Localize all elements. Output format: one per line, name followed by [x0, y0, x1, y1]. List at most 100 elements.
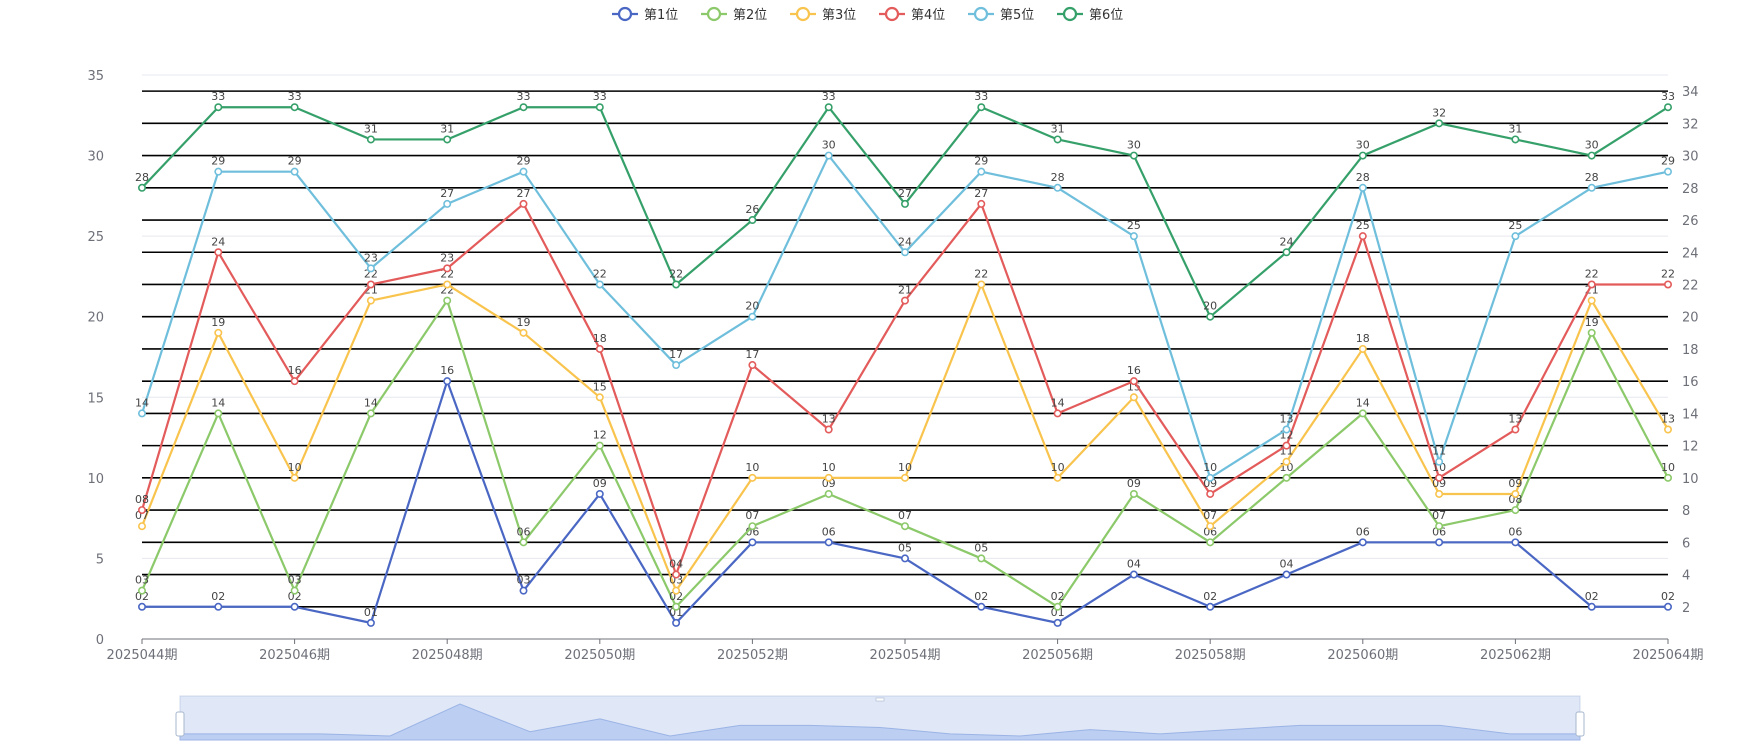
data-point[interactable]	[1206, 489, 1215, 498]
data-point[interactable]	[1206, 602, 1215, 611]
data-point[interactable]	[214, 167, 223, 176]
data-point[interactable]	[824, 425, 833, 434]
data-point[interactable]	[1664, 425, 1673, 434]
data-point[interactable]	[214, 103, 223, 112]
data-point[interactable]	[824, 473, 833, 482]
data-point[interactable]	[1053, 135, 1062, 144]
data-point[interactable]	[748, 522, 757, 531]
data-point[interactable]	[1282, 425, 1291, 434]
data-point[interactable]	[1282, 441, 1291, 450]
data-point[interactable]	[1053, 409, 1062, 418]
legend-item-label[interactable]: 第2位	[733, 8, 767, 23]
data-point[interactable]	[1511, 506, 1520, 515]
data-point[interactable]	[519, 586, 528, 595]
legend-item-label[interactable]: 第4位	[911, 8, 945, 23]
data-point[interactable]	[595, 280, 604, 289]
data-point[interactable]	[1129, 151, 1138, 160]
data-point[interactable]	[214, 248, 223, 257]
data-point[interactable]	[519, 328, 528, 337]
data-point[interactable]	[824, 489, 833, 498]
data-point[interactable]	[1435, 489, 1444, 498]
data-point[interactable]	[672, 361, 681, 370]
data-point[interactable]	[672, 602, 681, 611]
data-point[interactable]	[824, 103, 833, 112]
data-point[interactable]	[1511, 425, 1520, 434]
data-point[interactable]	[366, 409, 375, 418]
data-point[interactable]	[1358, 183, 1367, 192]
data-point[interactable]	[1358, 151, 1367, 160]
data-point[interactable]	[138, 183, 147, 192]
data-point[interactable]	[977, 602, 986, 611]
data-point[interactable]	[138, 522, 147, 531]
data-point[interactable]	[1664, 602, 1673, 611]
data-point[interactable]	[443, 135, 452, 144]
data-point[interactable]	[290, 377, 299, 386]
data-point[interactable]	[977, 280, 986, 289]
data-point[interactable]	[977, 103, 986, 112]
data-point[interactable]	[977, 554, 986, 563]
data-point[interactable]	[900, 296, 909, 305]
data-point[interactable]	[1206, 522, 1215, 531]
data-point[interactable]	[1129, 232, 1138, 241]
data-point[interactable]	[366, 135, 375, 144]
data-point[interactable]	[1511, 135, 1520, 144]
data-point[interactable]	[519, 167, 528, 176]
data-point[interactable]	[977, 167, 986, 176]
data-point[interactable]	[900, 554, 909, 563]
data-point[interactable]	[595, 489, 604, 498]
data-point[interactable]	[672, 618, 681, 627]
data-point[interactable]	[1358, 232, 1367, 241]
datazoom-handle-right[interactable]	[1575, 711, 1585, 737]
data-point[interactable]	[1664, 280, 1673, 289]
data-point[interactable]	[1435, 473, 1444, 482]
data-point[interactable]	[900, 248, 909, 257]
datazoom-selection[interactable]	[180, 696, 1580, 740]
data-point[interactable]	[1282, 570, 1291, 579]
data-point[interactable]	[1664, 473, 1673, 482]
data-point[interactable]	[1587, 183, 1596, 192]
data-point[interactable]	[138, 586, 147, 595]
data-point[interactable]	[290, 167, 299, 176]
data-point[interactable]	[1129, 393, 1138, 402]
data-point[interactable]	[290, 473, 299, 482]
legend-item-label[interactable]: 第1位	[644, 8, 678, 23]
data-point[interactable]	[1129, 377, 1138, 386]
data-point[interactable]	[366, 264, 375, 273]
data-point[interactable]	[290, 602, 299, 611]
data-point[interactable]	[672, 570, 681, 579]
data-point[interactable]	[290, 103, 299, 112]
data-point[interactable]	[366, 280, 375, 289]
legend-symbol[interactable]	[1062, 6, 1078, 22]
data-point[interactable]	[1206, 473, 1215, 482]
legend-symbol[interactable]	[617, 6, 633, 22]
data-point[interactable]	[519, 199, 528, 208]
data-point[interactable]	[595, 393, 604, 402]
data-point[interactable]	[1435, 119, 1444, 128]
data-point[interactable]	[748, 361, 757, 370]
data-point[interactable]	[214, 328, 223, 337]
data-point[interactable]	[900, 522, 909, 531]
data-point[interactable]	[1511, 232, 1520, 241]
data-point[interactable]	[1282, 248, 1291, 257]
data-point[interactable]	[519, 103, 528, 112]
legend-symbol[interactable]	[884, 6, 900, 22]
datazoom-move-handle[interactable]	[875, 697, 885, 702]
datazoom-handle-left[interactable]	[175, 711, 185, 737]
data-point[interactable]	[595, 344, 604, 353]
data-point[interactable]	[138, 506, 147, 515]
legend-symbol[interactable]	[973, 6, 989, 22]
data-point[interactable]	[595, 441, 604, 450]
data-point[interactable]	[900, 199, 909, 208]
data-point[interactable]	[1206, 312, 1215, 321]
data-point[interactable]	[138, 409, 147, 418]
data-point[interactable]	[519, 538, 528, 547]
data-point[interactable]	[443, 199, 452, 208]
legend-item-label[interactable]: 第6位	[1089, 8, 1123, 23]
data-point[interactable]	[748, 312, 757, 321]
data-point[interactable]	[824, 151, 833, 160]
data-point[interactable]	[1664, 103, 1673, 112]
data-point[interactable]	[366, 618, 375, 627]
data-point[interactable]	[672, 280, 681, 289]
data-point[interactable]	[824, 538, 833, 547]
data-point[interactable]	[1282, 457, 1291, 466]
